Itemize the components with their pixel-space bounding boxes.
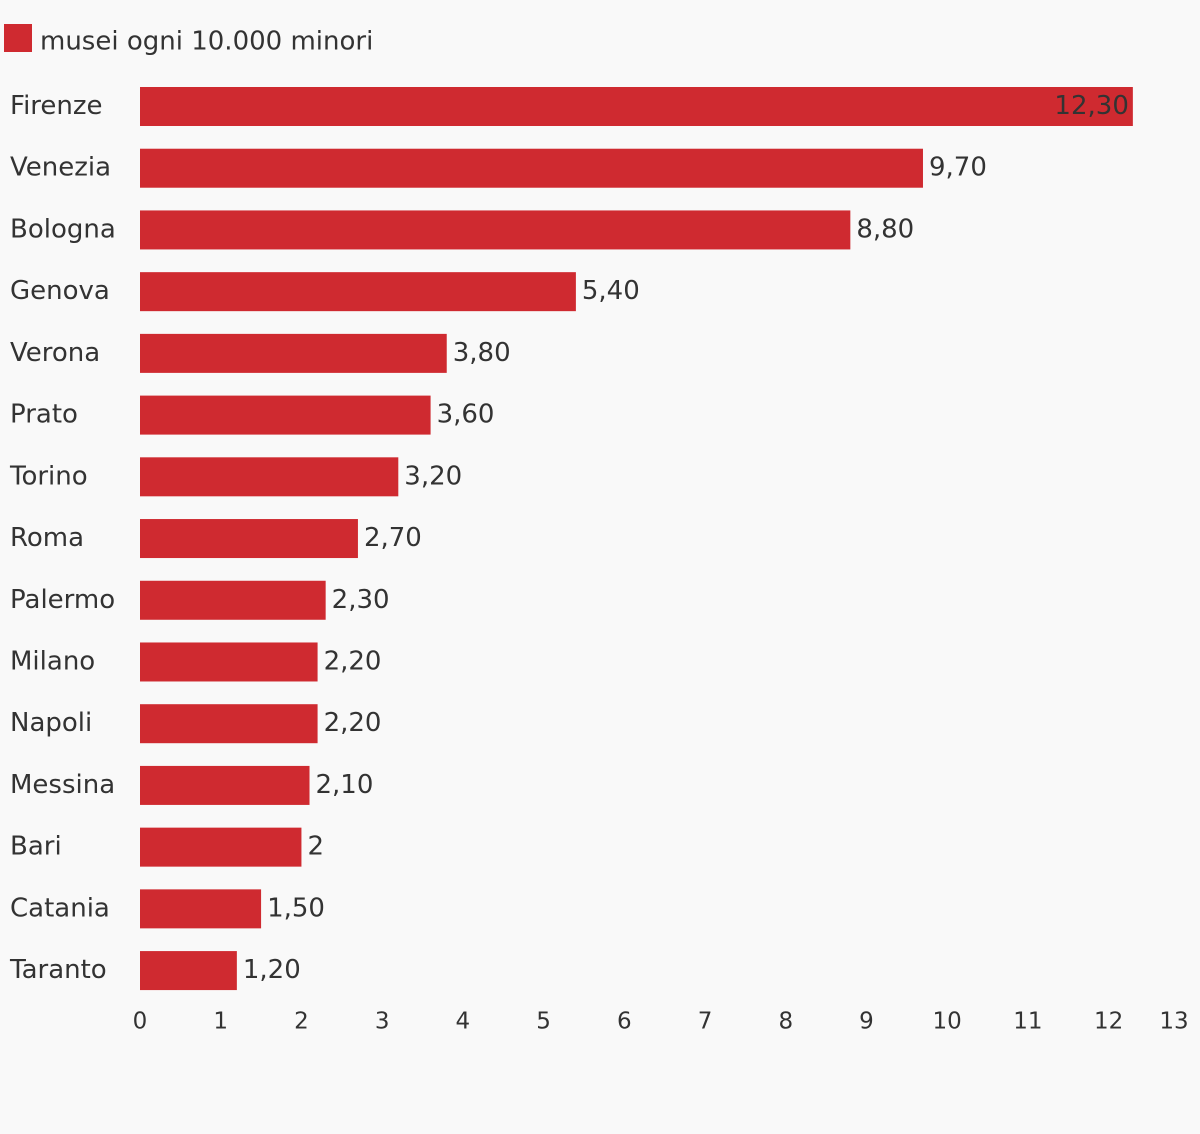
value-label: 2 bbox=[307, 832, 324, 862]
value-label: 8,80 bbox=[856, 214, 914, 244]
bar-roma bbox=[140, 519, 358, 559]
bar-prato bbox=[140, 395, 431, 435]
value-label: 1,20 bbox=[243, 955, 301, 985]
category-label: Bari bbox=[10, 832, 62, 862]
legend: musei ogni 10.000 minori bbox=[4, 24, 373, 57]
category-label: Genova bbox=[10, 276, 110, 306]
x-tick-label: 11 bbox=[1013, 1009, 1042, 1035]
value-label: 2,20 bbox=[324, 646, 382, 676]
x-tick-label: 2 bbox=[294, 1009, 309, 1035]
value-label: 2,10 bbox=[316, 770, 374, 800]
x-tick-label: 9 bbox=[859, 1009, 874, 1035]
x-tick-label: 4 bbox=[456, 1009, 471, 1035]
category-label: Firenze bbox=[10, 91, 103, 121]
x-tick-label: 8 bbox=[778, 1009, 793, 1035]
bar-palermo bbox=[140, 580, 326, 620]
bar-milano bbox=[140, 642, 318, 682]
x-axis: 0 1 2 3 4 5 6 7 8 9 10 11 12 13 bbox=[133, 1009, 1189, 1035]
category-label: Roma bbox=[10, 523, 84, 553]
x-tick-label: 0 bbox=[133, 1009, 148, 1035]
value-label: 2,70 bbox=[364, 523, 422, 553]
category-label: Verona bbox=[10, 338, 100, 368]
category-label: Bologna bbox=[10, 214, 116, 244]
bar-messina bbox=[140, 765, 310, 805]
value-label: 2,20 bbox=[324, 708, 382, 738]
x-tick-label: 12 bbox=[1094, 1009, 1123, 1035]
value-label: 12,30 bbox=[1054, 91, 1128, 121]
x-tick-label: 10 bbox=[933, 1009, 962, 1035]
value-label: 5,40 bbox=[582, 276, 640, 306]
category-labels: Firenze Venezia Bologna Genova Verona Prato To… bbox=[9, 91, 116, 985]
bar-firenze bbox=[140, 87, 1133, 126]
x-tick-label: 7 bbox=[698, 1009, 713, 1035]
x-tick-label: 6 bbox=[617, 1009, 632, 1035]
bar-napoli bbox=[140, 704, 318, 744]
value-label: 2,30 bbox=[332, 585, 390, 615]
bar-bologna bbox=[140, 210, 851, 250]
value-label: 1,50 bbox=[267, 893, 325, 923]
category-label: Prato bbox=[10, 400, 78, 430]
value-label: 3,20 bbox=[404, 461, 462, 491]
category-label: Venezia bbox=[10, 153, 111, 183]
category-label: Torino bbox=[9, 461, 88, 491]
value-labels: 12,30 9,70 8,80 5,40 3,80 3,60 3,20 2,70 2,30 2,2… bbox=[243, 91, 1129, 985]
bar-venezia bbox=[140, 148, 923, 188]
category-label: Messina bbox=[10, 770, 115, 800]
value-label: 3,60 bbox=[437, 400, 495, 430]
bar-torino bbox=[140, 457, 399, 497]
value-label: 3,80 bbox=[453, 338, 511, 368]
x-tick-label: 13 bbox=[1159, 1009, 1188, 1035]
category-label: Napoli bbox=[10, 708, 92, 738]
legend-swatch bbox=[4, 24, 32, 52]
bar-catania bbox=[140, 889, 262, 929]
bar-taranto bbox=[140, 951, 237, 991]
category-label: Taranto bbox=[9, 955, 107, 985]
bar-genova bbox=[140, 272, 576, 312]
x-tick-label: 1 bbox=[213, 1009, 228, 1035]
bar-verona bbox=[140, 333, 447, 373]
category-label: Catania bbox=[10, 893, 110, 923]
x-tick-label: 5 bbox=[536, 1009, 551, 1035]
value-label: 9,70 bbox=[929, 153, 987, 183]
bars-layer bbox=[140, 87, 1133, 991]
legend-label: musei ogni 10.000 minori bbox=[40, 27, 373, 57]
category-label: Milano bbox=[10, 646, 95, 676]
bar-bari bbox=[140, 827, 302, 867]
x-tick-label: 3 bbox=[375, 1009, 390, 1035]
category-label: Palermo bbox=[10, 585, 115, 615]
